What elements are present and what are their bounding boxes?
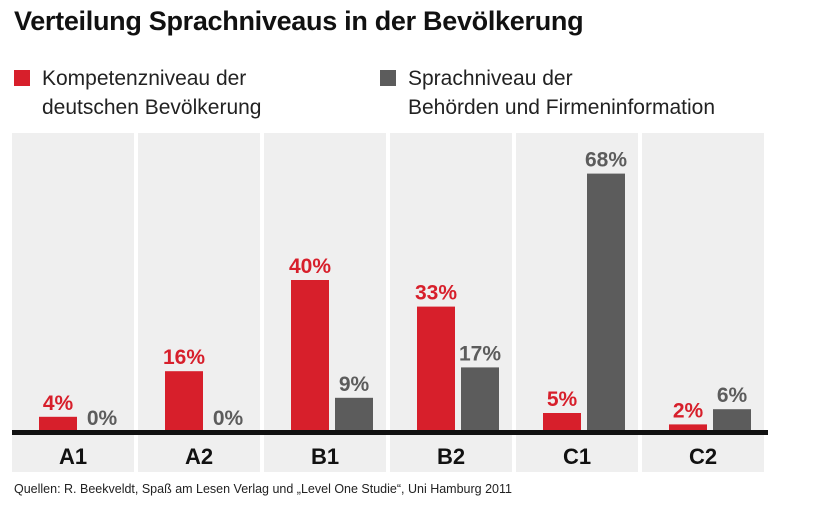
data-label-series1-b1: 40% <box>289 255 331 278</box>
x-tick-label-a2: A2 <box>185 444 213 469</box>
chart-title: Verteilung Sprachniveaus in der Bevölker… <box>14 6 584 36</box>
legend-label: Sprachniveau der Behörden und Firmeninfor… <box>408 67 716 119</box>
legend-label: Kompetenzniveau der deutschen Bevölkerung <box>42 67 262 119</box>
bar-series1-b2 <box>417 306 455 432</box>
data-label-series2-b1: 9% <box>339 373 370 396</box>
data-label-series2-c1: 68% <box>585 149 627 172</box>
bar-series1-b1 <box>291 280 329 432</box>
source-note: Quellen: R. Beekveldt, Spaß am Lesen Ver… <box>14 482 512 496</box>
x-tick-label-a1: A1 <box>59 444 87 469</box>
x-tick-label-c2: C2 <box>689 444 717 469</box>
x-tick-label-b1: B1 <box>311 444 339 469</box>
bar-series1-c1 <box>543 413 581 432</box>
data-label-series1-c2: 2% <box>673 399 704 422</box>
data-label-series2-a1: 0% <box>87 407 118 430</box>
data-label-series2-b2: 17% <box>459 342 501 365</box>
bar-series2-b1 <box>335 397 373 432</box>
x-tick-label-c1: C1 <box>563 444 591 469</box>
bar-series2-c2 <box>713 409 751 432</box>
data-label-series1-a1: 4% <box>43 392 74 415</box>
category-panel-a1 <box>12 133 134 472</box>
legend-item-kompetenzniveau: Kompetenzniveau der deutschen Bevölkerung <box>14 64 262 122</box>
data-label-series2-a2: 0% <box>213 407 244 430</box>
bar-series1-a2 <box>165 371 203 432</box>
bar-series1-a1 <box>39 416 77 432</box>
data-label-series1-b2: 33% <box>415 282 457 305</box>
data-label-series1-c1: 5% <box>547 388 578 411</box>
bar-series2-c1 <box>587 173 625 432</box>
legend-swatch-grey <box>380 70 396 86</box>
legend-item-sprachniveau: Sprachniveau der Behörden und Firmeninfor… <box>380 64 715 122</box>
x-axis-baseline <box>12 430 768 435</box>
data-label-series2-c2: 6% <box>717 384 748 407</box>
legend-swatch-red <box>14 70 30 86</box>
x-tick-label-b2: B2 <box>437 444 465 469</box>
bar-series2-b2 <box>461 367 499 432</box>
bar-series1-c2 <box>669 424 707 432</box>
data-label-series1-a2: 16% <box>163 346 205 369</box>
